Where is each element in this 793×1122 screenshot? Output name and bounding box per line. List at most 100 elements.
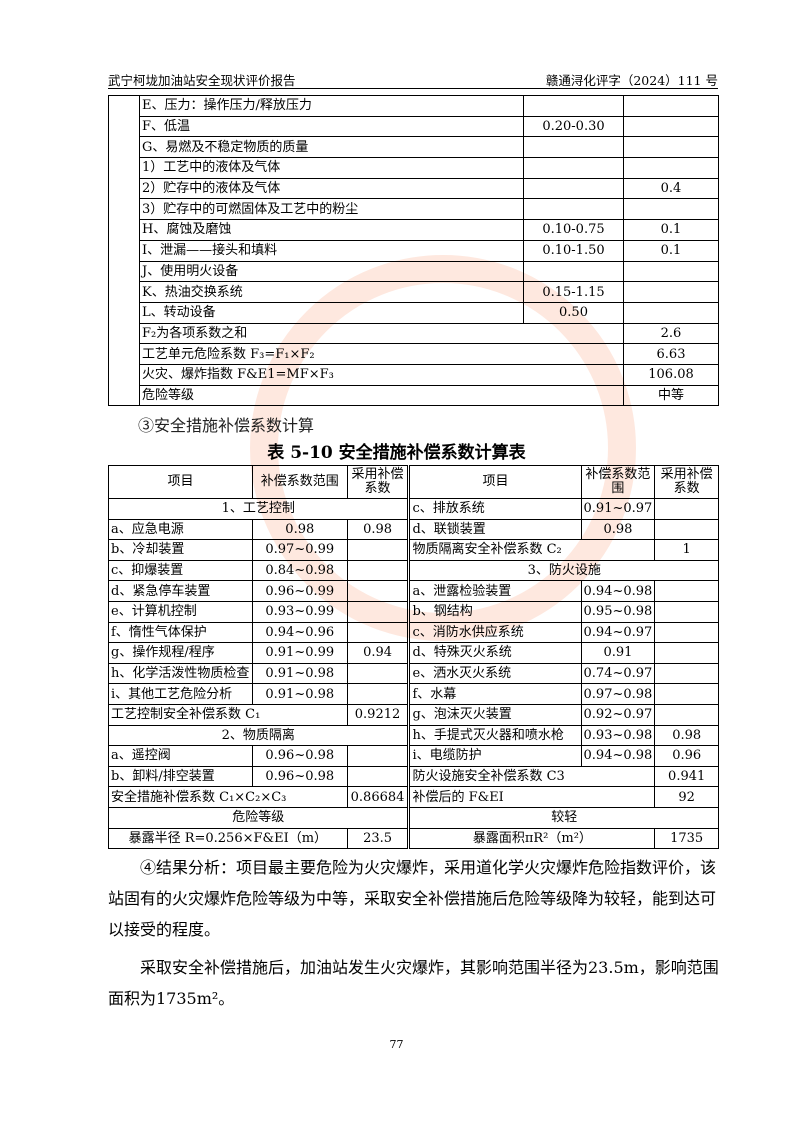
table-row: 暴露半径 R=0.256×F&EI（m） 23.5 暴露面积πR²（m²） 1735 [108,827,719,850]
col-header: 项目 [408,465,582,499]
table-row: E、压力：操作压力/释放压力 [108,94,719,407]
coefficient-range: 0.94~0.98 [580,580,656,602]
adopted-value [654,683,719,705]
adopted-value [654,621,719,644]
total-value: 92 [654,786,719,808]
coefficient-range: 0.10-1.50 [523,239,624,262]
adopted-value [623,281,719,303]
table-row: F₂为各项系数之和 2.6 [109,322,719,345]
adopted-value: 0.98 [346,518,411,541]
table-row: i、其他工艺危险分析 0.91~0.98 f、水幕 0.97~0.98 [108,683,719,705]
coefficient-range: 0.93~0.99 [251,600,348,623]
adopted-value [346,539,411,561]
total-value: 0.86684 [346,786,411,808]
coefficient-range: 0.74~0.97 [580,662,656,685]
coefficient-range: 0.50 [523,301,624,324]
item-name: b、冷却装置 [108,539,253,561]
coefficient-range: 0.91~0.99 [251,642,348,664]
total-value: 23.5 [346,827,411,850]
table-row: 危险等级 中等 [109,384,719,407]
coefficient-range: 0.98 [580,518,656,541]
item-name: d、紧急停车装置 [108,580,253,602]
table-row: L、转动设备 0.50 [109,301,719,324]
adopted-value [623,260,719,283]
total-value: 2.6 [623,322,719,345]
coefficient-range: 0.92~0.97 [580,703,656,726]
coefficient-range: 0.91~0.98 [251,683,348,705]
table-row: 1）工艺中的液体及气体 [109,157,719,179]
table-row: d、紧急停车装置 0.96~0.99 a、泄露检验装置 0.94~0.98 [108,580,719,602]
section-label: 3、防火设施 [408,559,719,582]
item-name: h、手提式灭火器和喷水枪 [408,724,582,747]
adopted-value [346,600,411,623]
paragraph-analysis: ④结果分析：项目最主要危险为火灾爆炸，采用道化学火灾爆炸危险指数评价，该站固有的… [108,858,717,939]
item-name: h、化学活泼性物质检查 [108,662,253,685]
item-name: i、电缆防护 [408,745,582,767]
item-name: 2）贮存中的液体及气体 [139,177,524,200]
item-name: a、遥控阀 [108,745,253,767]
total-value: 1 [654,539,719,561]
total-label: 工艺控制安全补偿系数 C₁ [108,703,348,726]
item-name: g、操作规程/程序 [108,642,253,664]
adopted-value [346,765,411,788]
page-number: 77 [389,1038,404,1051]
coefficient-range [523,95,624,117]
adopted-value [654,703,719,726]
adopted-value: 0.94 [346,642,411,664]
table-row: 安全措施补偿系数 C₁×C₂×C₃ 0.86684 补偿后的 F&EI 92 [108,786,719,808]
table-row: 1、工艺控制 c、排放系统 0.91~0.97 [107,498,719,520]
table-row: e、计算机控制 0.93~0.99 b、钢结构 0.95~0.98 [108,600,719,623]
coefficient-range [523,177,624,200]
item-name: f、水幕 [408,683,582,705]
coefficient-range: 0.96~0.98 [251,745,348,767]
table-row: 工艺控制安全补偿系数 C₁ 0.9212 g、泡沫灭火装置 0.92~0.97 [108,703,719,726]
table-row: b、卸料/排空装置 0.96~0.98 防火设施安全补偿系数 C3 0.941 [108,765,719,788]
item-name: 1）工艺中的液体及气体 [139,157,524,179]
table-row: H、腐蚀及磨蚀 0.10-0.75 0.1 [109,219,719,241]
item-name: H、腐蚀及磨蚀 [139,219,524,241]
table-row: F、低温 0.20-0.30 [109,115,719,138]
item-name: I、泄漏——接头和填料 [139,239,524,262]
col-header: 采用补偿系数 [654,465,719,499]
table-row: K、热油交换系统 0.15-1.15 [109,281,719,303]
coefficient-range: 0.96~0.98 [251,765,348,788]
coefficient-range [523,157,624,179]
adopted-value [623,115,719,138]
total-label: 危险等级 [139,384,624,407]
table-row: 2、物质隔离 h、手提式灭火器和喷水枪 0.93~0.98 0.98 [107,724,719,747]
item-name: b、卸料/排空装置 [108,765,253,788]
coefficient-range: 0.91~0.97 [580,498,656,520]
coefficient-range: 0.93~0.98 [580,724,656,747]
coefficient-range: 0.94~0.98 [580,745,656,767]
col-header: 补偿系数范围 [580,465,656,499]
total-label: 暴露面积πR²（m²） [408,827,656,850]
item-name: e、洒水灭火系统 [408,662,582,685]
adopted-value [623,157,719,179]
total-label: 安全措施补偿系数 C₁×C₂×C₃ [108,786,348,808]
adopted-value [346,662,411,685]
coefficient-range [523,136,624,159]
table-row: a、应急电源 0.98 0.98 d、联锁装置 0.98 [108,518,719,541]
coefficient-range: 0.20-0.30 [523,115,624,138]
total-value: 106.08 [623,363,719,386]
adopted-value [623,136,719,159]
coefficient-range: 0.15-1.15 [523,281,624,303]
adopted-value [654,600,719,623]
coefficient-range [523,198,624,221]
item-name: d、特殊灭火系统 [408,642,582,664]
coefficient-range: 0.94~0.96 [251,621,348,644]
item-name: a、应急电源 [108,518,253,541]
table-row: 工艺单元危险系数 F₃=F₁×F₂ 6.63 [109,343,719,365]
item-name: K、热油交换系统 [139,281,524,303]
total-label: 火灾、爆炸指数 F&E1=MF×F₃ [139,363,624,386]
total-label: 工艺单元危险系数 F₃=F₁×F₂ [139,343,624,365]
adopted-value [623,301,719,324]
item-name: 3）贮存中的可燃固体及工艺中的粉尘 [139,198,524,221]
item-name: c、消防水供应系统 [408,621,582,644]
item-name: c、抑爆装置 [108,559,253,582]
adopted-value [346,683,411,705]
coefficient-range: 0.94~0.97 [580,621,656,644]
total-value: 中等 [623,384,719,407]
section-label: 1、工艺控制 [107,498,411,520]
